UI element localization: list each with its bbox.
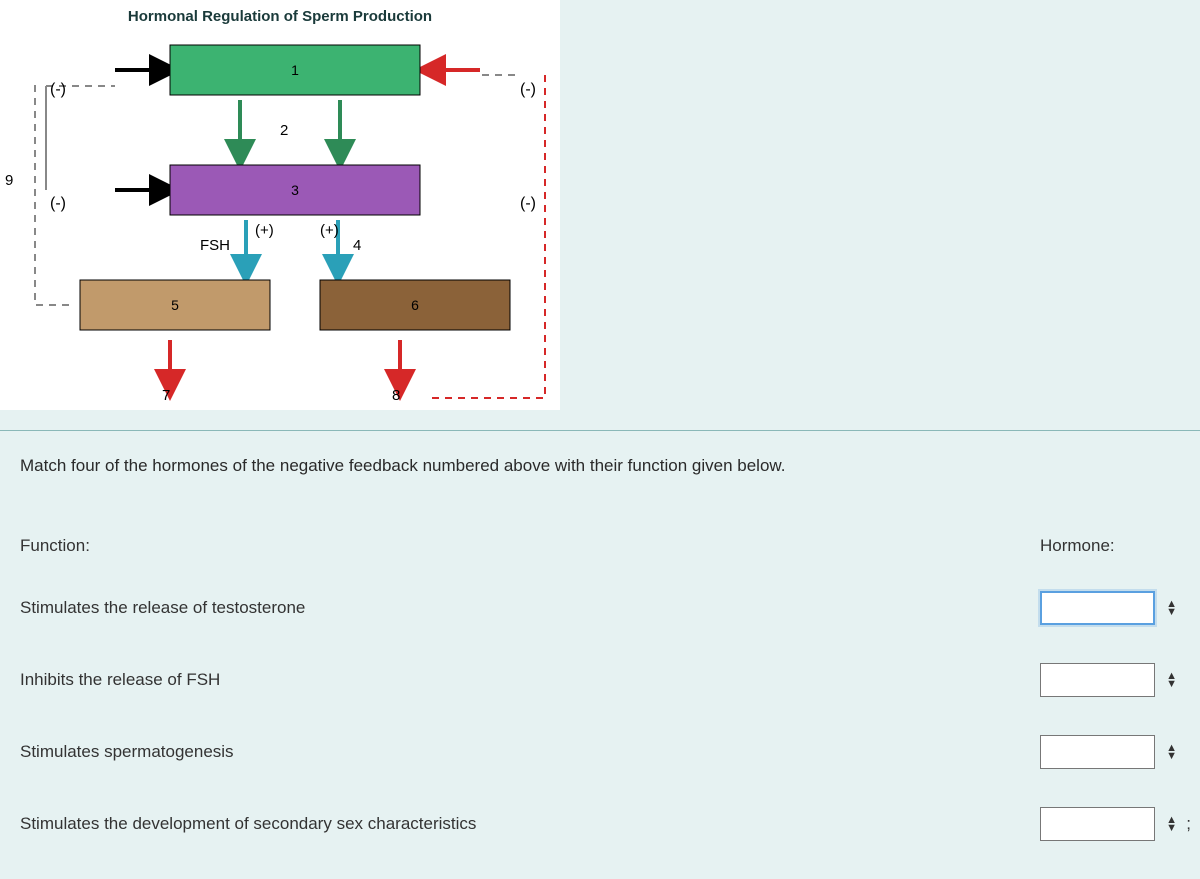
svg-text:8: 8 bbox=[392, 387, 400, 404]
hormone-select-wrap: ▲▼ bbox=[1040, 663, 1155, 697]
semicolon: ; bbox=[1186, 814, 1191, 834]
svg-text:(+): (+) bbox=[255, 222, 274, 239]
stepper-icon[interactable]: ▲▼ bbox=[1166, 816, 1177, 832]
match-row: Stimulates the release of testosterone▲▼ bbox=[20, 591, 1180, 625]
question-prompt: Match four of the hormones of the negati… bbox=[0, 430, 1200, 476]
svg-text:FSH: FSH bbox=[200, 237, 230, 254]
svg-text:(-): (-) bbox=[50, 81, 66, 98]
hormone-select-wrap: ▲▼ bbox=[1040, 735, 1155, 769]
match-row: Stimulates spermatogenesis▲▼ bbox=[20, 735, 1180, 769]
stepper-icon[interactable]: ▲▼ bbox=[1166, 600, 1177, 616]
svg-text:(+): (+) bbox=[320, 222, 339, 239]
hormone-select[interactable] bbox=[1040, 591, 1155, 625]
stepper-icon[interactable]: ▲▼ bbox=[1166, 744, 1177, 760]
svg-text:4: 4 bbox=[353, 237, 361, 254]
hormone-select-wrap: ▲▼; bbox=[1040, 807, 1155, 841]
hormone-header: Hormone: bbox=[1040, 536, 1180, 556]
svg-text:(-): (-) bbox=[50, 195, 66, 212]
hormone-select[interactable] bbox=[1040, 663, 1155, 697]
hormone-select[interactable] bbox=[1040, 807, 1155, 841]
match-row: Inhibits the release of FSH▲▼ bbox=[20, 663, 1180, 697]
svg-text:5: 5 bbox=[171, 297, 179, 313]
hormone-select-wrap: ▲▼ bbox=[1040, 591, 1155, 625]
svg-text:9: 9 bbox=[5, 172, 13, 189]
match-area: Function: Hormone: Stimulates the releas… bbox=[0, 536, 1200, 841]
diagram-container: Hormonal Regulation of Sperm Production … bbox=[0, 0, 560, 410]
svg-text:(-): (-) bbox=[520, 81, 536, 98]
diagram-svg: 1 3 5 6 2 4 7 8 9 FSH (+) (+) (-) (-) (-) (-) bbox=[0, 0, 560, 410]
svg-text:7: 7 bbox=[162, 387, 170, 404]
svg-text:1: 1 bbox=[291, 62, 299, 78]
svg-text:6: 6 bbox=[411, 297, 419, 313]
function-header: Function: bbox=[20, 536, 1040, 556]
match-row: Stimulates the development of secondary … bbox=[20, 807, 1180, 841]
stepper-icon[interactable]: ▲▼ bbox=[1166, 672, 1177, 688]
function-text: Stimulates spermatogenesis bbox=[20, 742, 1040, 762]
function-text: Inhibits the release of FSH bbox=[20, 670, 1040, 690]
svg-text:2: 2 bbox=[280, 122, 288, 139]
function-text: Stimulates the development of secondary … bbox=[20, 814, 1040, 834]
hormone-select[interactable] bbox=[1040, 735, 1155, 769]
function-text: Stimulates the release of testosterone bbox=[20, 598, 1040, 618]
svg-text:(-): (-) bbox=[520, 195, 536, 212]
svg-text:3: 3 bbox=[291, 182, 299, 198]
column-headers: Function: Hormone: bbox=[20, 536, 1180, 556]
